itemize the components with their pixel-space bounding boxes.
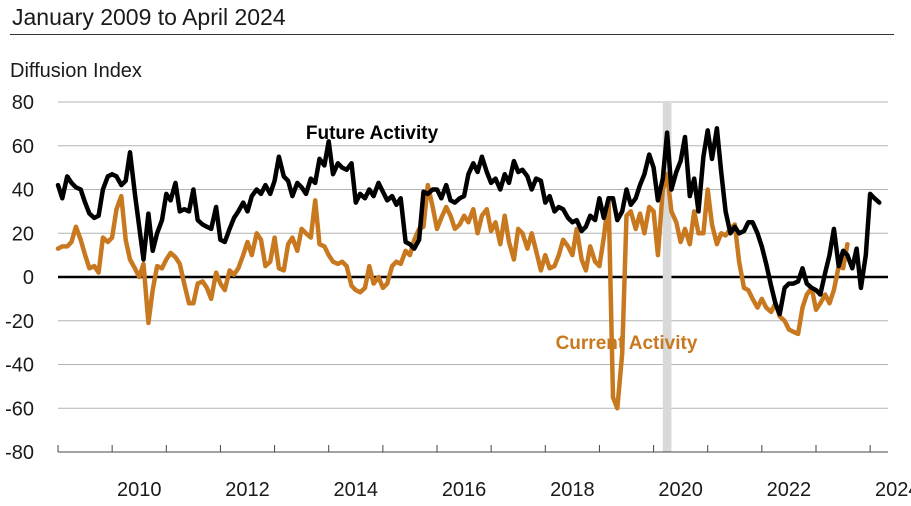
y-tick-label: 20 <box>12 223 34 245</box>
x-tick-label: 2020 <box>658 479 703 501</box>
title-rule <box>10 34 894 35</box>
y-axis-label: Diffusion Index <box>10 60 142 82</box>
series-label-current-activity: Current Activity <box>556 333 698 354</box>
series-line-current-activity <box>55 171 850 411</box>
x-tick-label: 2014 <box>334 479 379 501</box>
x-tick-label: 2012 <box>225 479 270 501</box>
x-tick-label: 2022 <box>767 479 812 501</box>
series-label-future-activity: Future Activity <box>306 123 439 144</box>
chart-subtitle: January 2009 to April 2024 <box>12 4 286 30</box>
y-tick-label: -20 <box>5 311 34 333</box>
recession-shading <box>662 102 672 452</box>
series-labels: Future Activity Current Activity <box>306 123 698 354</box>
y-tick-label: 40 <box>12 180 34 202</box>
y-tick-label: 80 <box>12 92 34 114</box>
y-tick-label: 60 <box>12 136 34 158</box>
x-tick-label: 2010 <box>117 479 162 501</box>
x-tick-label: 2024 <box>875 479 911 501</box>
x-axis: 2010 2012 2014 2016 2018 2020 2022 2024 <box>57 445 911 501</box>
y-tick-label: -40 <box>5 355 34 377</box>
x-tick-label: 2018 <box>550 479 595 501</box>
y-tick-label: -80 <box>5 442 34 464</box>
series-lines <box>55 126 882 411</box>
x-tick-label: 2016 <box>442 479 487 501</box>
y-tick-label: 0 <box>23 267 34 289</box>
y-tick-labels: 80 60 40 20 0 -20 -40 -60 -80 <box>5 92 34 464</box>
y-tick-label: -60 <box>5 398 34 420</box>
recession-band <box>662 102 672 452</box>
series-line-future-activity <box>55 126 882 317</box>
